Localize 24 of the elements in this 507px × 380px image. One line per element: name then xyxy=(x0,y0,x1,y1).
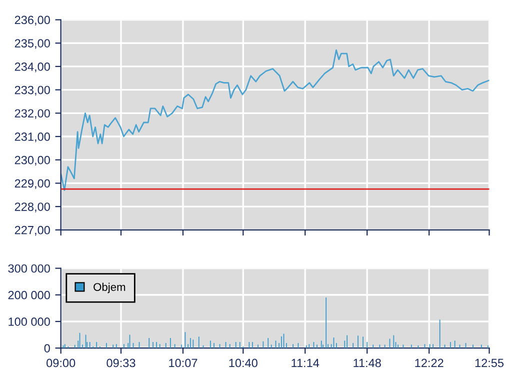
y-tick-label: 227,00 xyxy=(14,226,50,236)
y-tick-label: 233,00 xyxy=(14,86,50,96)
x-tick-label: 09:33 xyxy=(106,358,136,368)
y-tick-label: 234,00 xyxy=(14,62,50,72)
x-tick-label: 10:07 xyxy=(169,358,198,368)
y-tick-label: 200 000 xyxy=(8,290,50,300)
x-tick-label: 09:00 xyxy=(46,358,76,368)
x-tick-label: 10:40 xyxy=(229,358,258,368)
y-tick-label: 228,00 xyxy=(14,202,50,212)
x-tick-label: 11:14 xyxy=(292,358,320,368)
legend-label: Objem xyxy=(94,282,126,294)
y-tick-label: 0 xyxy=(44,344,50,352)
y-tick-label: 100 000 xyxy=(8,318,50,326)
y-tick-label: 232,00 xyxy=(14,109,50,119)
y-tick-label: 229,00 xyxy=(14,179,50,189)
x-tick-label: 12:55 xyxy=(475,358,504,368)
y-tick-label: 235,00 xyxy=(14,39,50,49)
line-series xyxy=(60,49,490,191)
x-tick-label: 12:22 xyxy=(415,358,444,368)
x-tick-label: 11:48 xyxy=(354,358,381,368)
y-tick-label: 231,00 xyxy=(14,132,50,142)
y-tick-label: 236,00 xyxy=(14,16,50,26)
y-tick-label: 230,00 xyxy=(14,156,50,166)
y-tick-label: 300 000 xyxy=(8,264,50,273)
